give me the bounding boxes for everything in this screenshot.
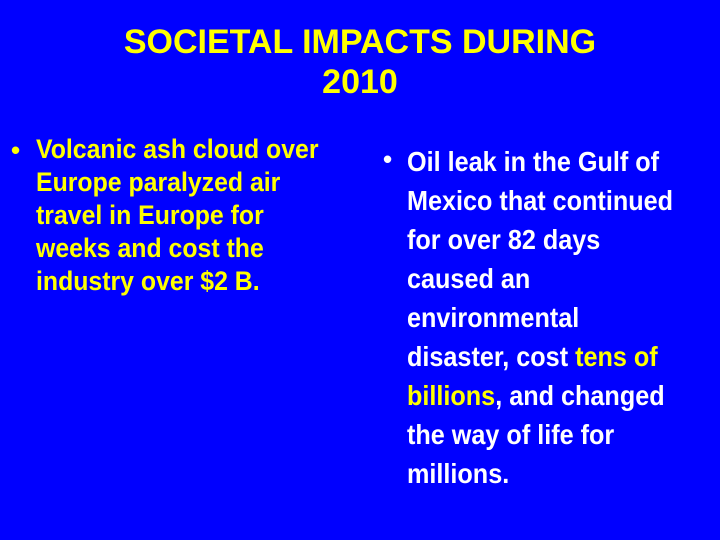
bullet-column-left: • Volcanic ash cloud over Europe paralyz…: [8, 133, 358, 298]
bullet-point-icon: •: [11, 135, 21, 165]
bullet-text-oil-leak-part-2: , and changed the way of life for millio…: [407, 380, 665, 489]
bullet-text-oil-leak: Oil leak in the Gulf of Mexico that cont…: [407, 142, 684, 493]
list-item: • Volcanic ash cloud over Europe paralyz…: [8, 133, 358, 298]
bullet-text-oil-leak-part-1: Oil leak in the Gulf of Mexico that cont…: [407, 146, 674, 372]
bullet-column-right: • Oil leak in the Gulf of Mexico that co…: [380, 142, 715, 493]
page-title: SOCIETAL IMPACTS DURING 2010: [123, 23, 597, 101]
bullet-text-volcanic-ash: Volcanic ash cloud over Europe paralyzed…: [36, 134, 319, 296]
bullet-point-icon: •: [383, 144, 393, 174]
bullet-text-oil-leak-highlight: tens of billions: [407, 341, 658, 411]
list-item: • Oil leak in the Gulf of Mexico that co…: [380, 142, 715, 493]
